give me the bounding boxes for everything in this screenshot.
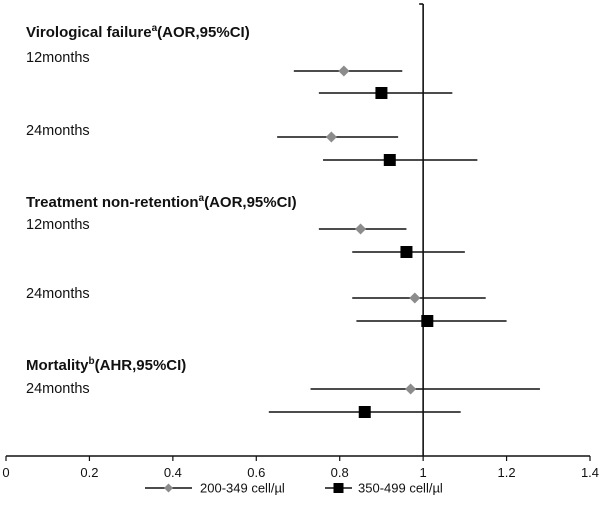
point-estimate-square (358, 406, 371, 418)
point-estimate-square (383, 154, 396, 166)
x-tick-label: 0.6 (247, 465, 265, 480)
point-estimate-diamond (325, 131, 337, 143)
point-estimate-square (375, 87, 388, 99)
point-estimate-diamond (338, 65, 350, 77)
row-label: 12months (26, 217, 90, 233)
legend-marker-diamond (164, 483, 173, 493)
point-estimate-diamond (405, 383, 417, 395)
group-heading-title: Treatment non-retention (26, 194, 199, 211)
group-heading: Virological failurea(AOR,95%CI) (26, 23, 250, 41)
group-heading-measure: (AOR,95%CI) (204, 194, 297, 211)
point-estimate-square (400, 246, 413, 258)
point-estimates-layer (325, 65, 434, 418)
group-heading-measure: (AOR,95%CI) (157, 24, 250, 41)
group-heading-superscript: b (89, 356, 95, 367)
x-axis: 0 0.2 0.4 0.6 0.8 1 1.2 1.4 (2, 3, 599, 480)
x-tick-label: 1.4 (581, 465, 599, 480)
x-tick-label: 0.8 (331, 465, 349, 480)
x-tick-label: 0.2 (80, 465, 98, 480)
x-tick-label: 1 (420, 465, 427, 480)
point-estimate-diamond (355, 223, 367, 235)
row-labels-layer: Virological failurea(AOR,95%CI)12months2… (26, 23, 297, 397)
group-heading-title: Virological failure (26, 24, 152, 41)
x-tick-label: 0.4 (164, 465, 182, 480)
group-heading: Mortalityb(AHR,95%CI) (26, 356, 186, 374)
group-heading: Treatment non-retentiona(AOR,95%CI) (26, 193, 297, 211)
legend: 200-349 cell/µl 350-499 cell/µl (145, 481, 443, 496)
row-label: 12months (26, 50, 90, 66)
group-heading-title: Mortality (26, 357, 89, 374)
x-tick-label: 0 (2, 465, 9, 480)
point-estimate-diamond (409, 292, 421, 304)
legend-marker-square (333, 483, 344, 493)
group-heading-superscript: a (199, 193, 205, 204)
legend-label: 350-499 cell/µl (358, 481, 443, 496)
point-estimate-square (421, 315, 434, 327)
group-heading-measure: (AHR,95%CI) (95, 357, 187, 374)
row-label: 24months (26, 286, 90, 302)
legend-label: 200-349 cell/µl (200, 481, 285, 496)
x-tick-label: 1.2 (498, 465, 516, 480)
ci-lines-layer (268, 70, 540, 413)
row-label: 24months (26, 381, 90, 397)
row-label: 24months (26, 123, 90, 139)
group-heading-superscript: a (152, 23, 158, 34)
